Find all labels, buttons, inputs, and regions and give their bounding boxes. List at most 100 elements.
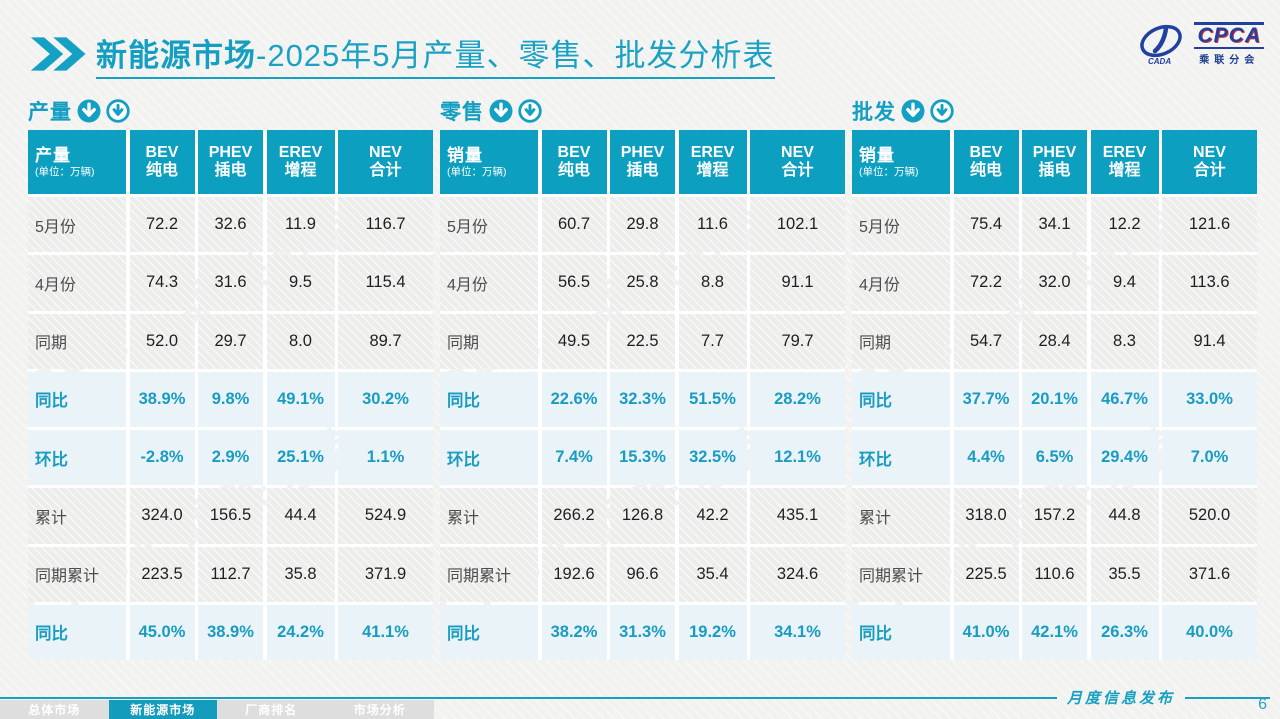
- cell-value: 29.7: [198, 313, 263, 369]
- row-label: 4月份: [852, 255, 950, 311]
- cell-value: 9.4: [1090, 255, 1159, 311]
- row-label: 同比: [28, 371, 126, 427]
- cell-value: 324.6: [750, 546, 845, 602]
- table-section-产量: 产量 CPCA 乘联分会 CPCA 乘联分会 产量(单位：万辆)BEV纯电PHE…: [28, 96, 433, 660]
- cell-value: 41.1%: [338, 604, 433, 660]
- cpca-logo-subtext: 乘联分会: [1199, 55, 1260, 66]
- column-header: EREV 增程: [1090, 130, 1159, 194]
- cell-value: 79.7: [750, 313, 845, 369]
- cell-value: 31.3%: [610, 604, 675, 660]
- download-circle-outline-icon: [930, 99, 954, 123]
- cell-value: -2.8%: [129, 430, 195, 486]
- row-label: 环比: [852, 430, 950, 486]
- table-header-unit: (单位：万辆): [859, 166, 919, 179]
- cell-value: 12.2: [1090, 197, 1159, 253]
- cell-value: 112.7: [198, 546, 263, 602]
- download-circle-outline-icon: [106, 99, 130, 123]
- cell-value: 72.2: [129, 197, 195, 253]
- cell-value: 54.7: [953, 313, 1019, 369]
- cell-value: 89.7: [338, 313, 433, 369]
- cell-value: 19.2%: [678, 604, 747, 660]
- cell-value: 91.4: [1162, 313, 1257, 369]
- column-header: BEV 纯电: [541, 130, 607, 194]
- table-header-title: 销量 (单位：万辆): [852, 130, 950, 194]
- cell-value: 40.0%: [1162, 604, 1257, 660]
- cell-value: 42.1%: [1022, 604, 1087, 660]
- table-header-label: 销量: [859, 145, 895, 165]
- nav-tab-市场分析[interactable]: 市场分析: [325, 700, 434, 719]
- cell-value: 28.4: [1022, 313, 1087, 369]
- column-header: PHEV 插电: [198, 130, 263, 194]
- double-chevron-icon: [30, 37, 86, 71]
- cell-value: 32.0: [1022, 255, 1087, 311]
- nav-tab-厂商排名[interactable]: 厂商排名: [217, 700, 326, 719]
- table-section-零售: 零售 CPCA 乘联分会 CPCA 乘联分会 销量(单位：万辆)BEV纯电PHE…: [440, 96, 845, 660]
- cell-value: 52.0: [129, 313, 195, 369]
- cell-value: 318.0: [953, 488, 1019, 544]
- cpca-logo-text: CPCA: [1194, 22, 1264, 49]
- cell-value: 35.8: [266, 546, 335, 602]
- footer-line: [0, 696, 1057, 699]
- cell-value: 7.7: [678, 313, 747, 369]
- cell-value: 49.1%: [266, 371, 335, 427]
- table-header-unit: (单位：万辆): [447, 166, 507, 179]
- column-header: BEV 纯电: [953, 130, 1019, 194]
- row-label: 5月份: [852, 197, 950, 253]
- cell-value: 25.1%: [266, 430, 335, 486]
- cell-value: 44.8: [1090, 488, 1159, 544]
- cell-value: 520.0: [1162, 488, 1257, 544]
- column-header: PHEV 插电: [1022, 130, 1087, 194]
- cell-value: 33.0%: [1162, 371, 1257, 427]
- cell-value: 38.9%: [198, 604, 263, 660]
- table-header-unit: (单位：万辆): [35, 166, 95, 179]
- page-title: 新能源市场-2025年5月产量、零售、批发分析表: [96, 30, 775, 79]
- cell-value: 324.0: [129, 488, 195, 544]
- cell-value: 110.6: [1022, 546, 1087, 602]
- data-table: CPCA 乘联分会 CPCA 乘联分会 销量(单位：万辆)BEV纯电PHEV插电…: [440, 130, 845, 660]
- footer-rule: 月度信息发布: [0, 687, 1280, 708]
- data-table: CPCA 乘联分会 CPCA 乘联分会 销量(单位：万辆)BEV纯电PHEV插电…: [852, 130, 1257, 660]
- page-number: 6: [1258, 696, 1267, 713]
- section-label: 产量: [28, 101, 72, 124]
- cell-value: 156.5: [198, 488, 263, 544]
- nav-tab-新能源市场[interactable]: 新能源市场: [108, 700, 217, 719]
- page-title-bold: 新能源市场: [96, 38, 256, 73]
- column-header: EREV 增程: [678, 130, 747, 194]
- cell-value: 20.1%: [1022, 371, 1087, 427]
- cell-value: 25.8: [610, 255, 675, 311]
- column-header: BEV 纯电: [129, 130, 195, 194]
- data-table: CPCA 乘联分会 CPCA 乘联分会 产量(单位：万辆)BEV纯电PHEV插电…: [28, 130, 433, 660]
- cell-value: 42.2: [678, 488, 747, 544]
- cell-value: 157.2: [1022, 488, 1087, 544]
- row-label: 同期: [852, 313, 950, 369]
- row-label: 同期累计: [28, 546, 126, 602]
- cpca-swoosh-icon: CADA: [1140, 24, 1183, 66]
- cell-value: 7.4%: [541, 430, 607, 486]
- svg-text:CADA: CADA: [1148, 57, 1171, 66]
- row-label: 4月份: [440, 255, 538, 311]
- cpca-logo: CADA CPCA 乘联分会: [1131, 20, 1264, 68]
- cell-value: 1.1%: [338, 430, 433, 486]
- cell-value: 126.8: [610, 488, 675, 544]
- cell-value: 46.7%: [1090, 371, 1159, 427]
- cell-value: 34.1: [1022, 197, 1087, 253]
- cell-value: 15.3%: [610, 430, 675, 486]
- cell-value: 75.4: [953, 197, 1019, 253]
- nav-tab-总体市场[interactable]: 总体市场: [0, 700, 109, 719]
- row-label: 同期: [440, 313, 538, 369]
- row-label: 同比: [852, 604, 950, 660]
- cell-value: 192.6: [541, 546, 607, 602]
- table-section-批发: 批发 CPCA 乘联分会 CPCA 乘联分会 销量(单位：万辆)BEV纯电PHE…: [852, 96, 1257, 660]
- download-circle-filled-icon: [489, 99, 513, 123]
- cell-value: 72.2: [953, 255, 1019, 311]
- download-circle-filled-icon: [901, 99, 925, 123]
- row-label: 同期累计: [852, 546, 950, 602]
- section-label: 批发: [852, 101, 896, 124]
- row-label: 同比: [440, 604, 538, 660]
- row-label: 同期累计: [440, 546, 538, 602]
- cell-value: 266.2: [541, 488, 607, 544]
- cell-value: 115.4: [338, 255, 433, 311]
- download-circle-filled-icon: [77, 99, 101, 123]
- slide-header: 新能源市场-2025年5月产量、零售、批发分析表: [30, 30, 775, 79]
- table-header-title: 销量 (单位：万辆): [440, 130, 538, 194]
